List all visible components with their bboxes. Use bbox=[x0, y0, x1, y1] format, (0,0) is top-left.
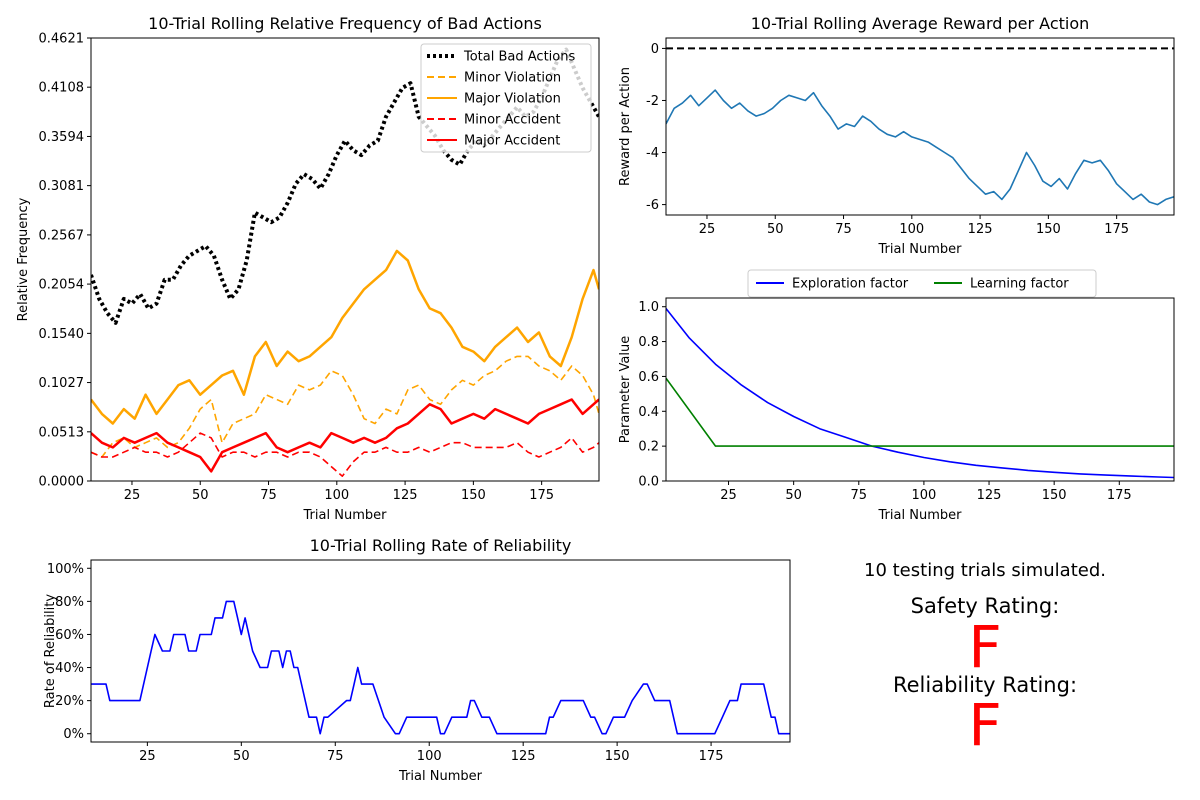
y-tick-label: -4 bbox=[646, 146, 659, 161]
series-line-minor-violation bbox=[91, 355, 599, 458]
y-tick-label: 0.2 bbox=[638, 440, 659, 455]
chart-params: 25 50 75 100 125 150 175 0.0 0.2 0.4 0.6 0.8 1.0 Tria… bbox=[618, 269, 1175, 523]
x-tick-label: 100 bbox=[417, 749, 442, 764]
safety-rating-grade: F bbox=[968, 613, 1002, 681]
y-axis-label: Rate of Reliability bbox=[43, 594, 58, 708]
plot-frame bbox=[665, 297, 1175, 482]
y-tick-label: 0.4 bbox=[638, 405, 659, 420]
series-line-major-accident bbox=[91, 398, 599, 473]
legend-box bbox=[747, 269, 1097, 298]
y-tick-label: 0.4108 bbox=[39, 81, 85, 96]
y-tick-label: 0.3081 bbox=[39, 179, 85, 194]
series-line-reliability-0 bbox=[91, 600, 790, 735]
x-tick-label: 150 bbox=[605, 749, 630, 764]
x-tick-label: 25 bbox=[720, 488, 737, 503]
x-tick-label: 125 bbox=[968, 222, 993, 237]
x-tick-label: 175 bbox=[1107, 488, 1132, 503]
x-tick-label: 125 bbox=[977, 488, 1002, 503]
x-tick-label: 75 bbox=[327, 749, 344, 764]
y-tick-label: -6 bbox=[646, 198, 659, 213]
chart-title: 10-Trial Rolling Relative Frequency of B… bbox=[148, 14, 542, 33]
y-axis-label: Reward per Action bbox=[618, 67, 633, 186]
y-tick-label: 0.0000 bbox=[39, 475, 85, 490]
x-tick-label: 100 bbox=[324, 488, 349, 503]
x-tick-label: 25 bbox=[124, 488, 141, 503]
x-tick-label: 100 bbox=[911, 488, 936, 503]
y-tick-label: 0% bbox=[63, 727, 84, 742]
y-axis-label: Parameter Value bbox=[618, 336, 633, 443]
x-tick-label: 75 bbox=[835, 222, 852, 237]
x-axis-label: Trial Number bbox=[398, 769, 483, 784]
x-tick-label: 175 bbox=[1104, 222, 1129, 237]
safety-rating-label: Safety Rating: bbox=[910, 594, 1060, 618]
legend-box bbox=[420, 43, 592, 153]
y-tick-label: 0.3594 bbox=[39, 130, 85, 145]
trials-simulated-text: 10 testing trials simulated. bbox=[864, 560, 1106, 581]
series-line-exploration-factor bbox=[666, 308, 1174, 479]
x-tick-label: 150 bbox=[461, 488, 486, 503]
x-tick-label: 150 bbox=[1042, 488, 1067, 503]
chart-title: 10-Trial Rolling Rate of Reliability bbox=[310, 536, 572, 555]
x-tick-label: 175 bbox=[529, 488, 554, 503]
legend-label: Learning factor bbox=[970, 277, 1069, 292]
chart-reliability: 25 50 75 100 125 150 175 0% 20% 40% 60% 80% 100% 10-T… bbox=[43, 536, 791, 784]
x-tick-label: 50 bbox=[233, 749, 250, 764]
x-tick-label: 125 bbox=[511, 749, 536, 764]
x-tick-label: 100 bbox=[899, 222, 924, 237]
plot-frame bbox=[665, 37, 1175, 216]
series-line-learning-factor bbox=[666, 377, 1174, 447]
x-axis-label: Trial Number bbox=[303, 508, 388, 523]
y-tick-label: 0.8 bbox=[638, 335, 659, 350]
y-tick-label: -2 bbox=[646, 94, 659, 109]
x-tick-label: 125 bbox=[393, 488, 418, 503]
y-tick-label: 0.1027 bbox=[39, 376, 85, 391]
x-tick-label: 25 bbox=[139, 749, 156, 764]
x-tick-label: 25 bbox=[699, 222, 716, 237]
y-tick-label: 0.2054 bbox=[39, 278, 85, 293]
x-tick-label: 150 bbox=[1036, 222, 1061, 237]
reliability-rating-label: Reliability Rating: bbox=[892, 673, 1078, 697]
y-tick-label: 0.2567 bbox=[39, 228, 85, 243]
x-axis-label: Trial Number bbox=[878, 242, 963, 257]
y-tick-label: 20% bbox=[55, 694, 84, 709]
plot-frame bbox=[90, 559, 791, 743]
legend-label: Minor Violation bbox=[464, 71, 561, 86]
y-tick-label: 0.0 bbox=[638, 475, 659, 490]
legend-label: Major Violation bbox=[464, 92, 561, 107]
legend-label: Total Bad Actions bbox=[463, 50, 575, 65]
x-tick-label: 50 bbox=[767, 222, 784, 237]
y-tick-label: 100% bbox=[47, 562, 84, 577]
chart-reward: 25 50 75 100 125 150 175 0 -2 -4 -6 10-Trial Rollin… bbox=[618, 14, 1175, 257]
x-axis-label: Trial Number bbox=[878, 508, 963, 523]
legend-label: Minor Accident bbox=[464, 113, 561, 128]
y-tick-label: 40% bbox=[55, 661, 84, 676]
x-tick-label: 75 bbox=[260, 488, 277, 503]
y-tick-label: 0.1540 bbox=[39, 327, 85, 342]
x-tick-label: 75 bbox=[851, 488, 868, 503]
y-tick-label: 0.4621 bbox=[39, 32, 85, 47]
series-line-minor-accident bbox=[91, 432, 599, 478]
x-tick-label: 50 bbox=[785, 488, 802, 503]
x-tick-label: 175 bbox=[699, 749, 724, 764]
x-tick-label: 50 bbox=[192, 488, 209, 503]
y-tick-label: 0 bbox=[651, 42, 659, 57]
plot-frame bbox=[90, 37, 600, 482]
reliability-rating-grade: F bbox=[968, 691, 1002, 759]
y-axis-label: Relative Frequency bbox=[16, 197, 31, 321]
legend-label: Exploration factor bbox=[792, 277, 909, 292]
y-tick-label: 60% bbox=[55, 628, 84, 643]
chart-bad: 25 50 75 100 125 150 175 0.0000 0.0513 0.1027 0.15… bbox=[16, 14, 600, 523]
y-tick-label: 0.0513 bbox=[39, 425, 85, 440]
chart-title: 10-Trial Rolling Average Reward per Acti… bbox=[751, 14, 1090, 33]
y-tick-label: 0.6 bbox=[638, 370, 659, 385]
series-line-reward-0 bbox=[666, 89, 1174, 206]
legend-label: Major Accident bbox=[464, 134, 560, 149]
y-tick-label: 80% bbox=[55, 595, 84, 610]
y-tick-label: 1.0 bbox=[638, 300, 659, 315]
series-line-major-violation bbox=[91, 249, 599, 425]
